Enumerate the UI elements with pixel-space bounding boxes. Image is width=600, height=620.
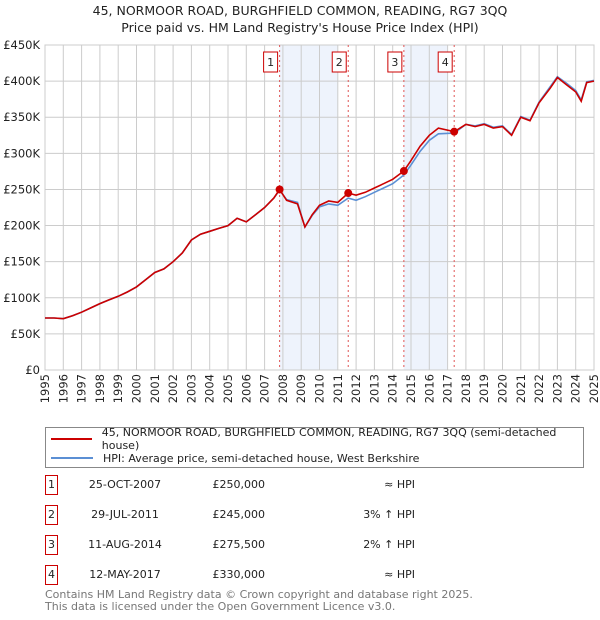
footer-licence: This data is licensed under the Open Gov… <box>45 600 396 613</box>
x-tick-label: 2022 <box>532 374 546 403</box>
legend-label: 45, NORMOOR ROAD, BURGHFIELD COMMON, REA… <box>101 426 557 452</box>
sale-label: 4 <box>442 56 449 69</box>
legend-item-property: 45, NORMOOR ROAD, BURGHFIELD COMMON, REA… <box>51 426 583 452</box>
transaction-date: 11-AUG-2014 <box>88 538 162 551</box>
y-tick-label: £200K <box>3 219 40 233</box>
sale-point <box>275 185 284 194</box>
transaction-price: £275,500 <box>212 538 266 551</box>
sale-point <box>399 167 408 176</box>
x-tick-label: 2010 <box>313 374 327 403</box>
legend-item-hpi: HPI: Average price, semi-detached house,… <box>51 450 419 466</box>
transaction-row: 2 29-JUL-2011 £245,000 3% ↑ HPI <box>45 505 445 525</box>
x-tick-label: 2005 <box>221 374 235 403</box>
y-tick-label: £0 <box>25 363 40 377</box>
y-tick-label: £350K <box>3 110 40 124</box>
x-tick-label: 2013 <box>367 374 381 403</box>
x-tick-label: 2025 <box>587 374 600 403</box>
shaded-period <box>279 45 338 370</box>
x-tick-label: 2009 <box>294 374 308 403</box>
sale-point <box>344 189 353 198</box>
x-tick-label: 1999 <box>111 374 125 403</box>
y-tick-label: £450K <box>3 38 40 52</box>
sale-label-box <box>387 51 403 73</box>
y-tick-label: £150K <box>3 255 40 269</box>
transaction-price: £330,000 <box>212 568 266 581</box>
x-tick-label: 2016 <box>422 374 436 403</box>
transaction-number-badge: 2 <box>45 505 58 525</box>
sale-label-box <box>437 51 453 73</box>
transaction-hpi-comparison: 3% ↑ HPI <box>363 508 415 521</box>
transaction-date: 12-MAY-2017 <box>89 568 161 581</box>
x-tick-label: 1996 <box>56 374 70 403</box>
sale-label-box <box>263 51 279 73</box>
x-tick-label: 2019 <box>477 374 491 403</box>
sale-label-box <box>331 51 347 73</box>
transaction-date: 29-JUL-2011 <box>91 508 159 521</box>
x-tick-label: 2017 <box>441 374 455 403</box>
footer-copyright: Contains HM Land Registry data © Crown c… <box>45 588 473 601</box>
y-tick-label: £100K <box>3 291 40 305</box>
x-tick-label: 2001 <box>148 374 162 403</box>
x-tick-label: 2020 <box>496 374 510 403</box>
transaction-price: £250,000 <box>212 478 266 491</box>
y-tick-label: £300K <box>3 146 40 160</box>
transaction-hpi-comparison: 2% ↑ HPI <box>363 538 415 551</box>
x-tick-label: 2014 <box>386 374 400 403</box>
x-tick-label: 2012 <box>349 374 363 403</box>
sale-point <box>450 127 459 136</box>
y-tick-label: £250K <box>3 182 40 196</box>
transaction-number-badge: 4 <box>45 565 58 585</box>
x-tick-label: 2002 <box>166 374 180 403</box>
sale-label: 1 <box>267 56 274 69</box>
shaded-period <box>403 45 448 370</box>
x-tick-label: 2024 <box>569 374 583 403</box>
x-tick-label: 2011 <box>331 374 345 403</box>
x-tick-label: 2018 <box>459 374 473 403</box>
chart-title: 45, NORMOOR ROAD, BURGHFIELD COMMON, REA… <box>92 3 508 18</box>
legend: 45, NORMOOR ROAD, BURGHFIELD COMMON, REA… <box>45 426 584 468</box>
transaction-number-badge: 1 <box>45 475 58 495</box>
transaction-row: 4 12-MAY-2017 £330,000 ≈ HPI <box>45 565 445 585</box>
y-tick-label: £400K <box>3 74 40 88</box>
transaction-price: £245,000 <box>212 508 266 521</box>
price-chart: 1995 1996 1997 1998 1999 2000 2001 2002 2003 2004… <box>3 38 600 403</box>
chart-subtitle: Price paid vs. HM Land Registry's House … <box>121 20 479 35</box>
x-tick-label: 2004 <box>203 374 217 403</box>
transaction-hpi-comparison: ≈ HPI <box>384 568 415 581</box>
x-tick-label: 2008 <box>276 374 290 403</box>
legend-label: HPI: Average price, semi-detached house,… <box>103 451 420 465</box>
x-tick-label: 2023 <box>550 374 564 403</box>
x-tick-label: 2021 <box>514 374 528 403</box>
plot-frame <box>44 44 595 371</box>
x-tick-label: 2007 <box>258 374 272 403</box>
transaction-number-badge: 3 <box>45 535 58 555</box>
x-tick-label: 2006 <box>239 374 253 403</box>
sale-label: 3 <box>391 56 398 69</box>
legend-red-line <box>51 438 92 440</box>
x-tick-label: 1995 <box>38 374 52 403</box>
x-tick-label: 2015 <box>404 374 418 403</box>
x-tick-label: 2003 <box>184 374 198 403</box>
x-tick-label: 1997 <box>75 374 89 403</box>
property-price-line <box>45 76 595 320</box>
transaction-hpi-comparison: ≈ HPI <box>384 478 415 491</box>
transaction-date: 25-OCT-2007 <box>88 478 162 491</box>
x-tick-label: 2000 <box>130 374 144 403</box>
transaction-row: 1 25-OCT-2007 £250,000 ≈ HPI <box>45 475 445 495</box>
legend-blue-line <box>51 457 93 459</box>
y-tick-label: £50K <box>11 327 41 341</box>
sale-label: 2 <box>336 56 343 69</box>
transaction-row: 3 11-AUG-2014 £275,500 2% ↑ HPI <box>45 535 445 555</box>
x-tick-label: 1998 <box>93 374 107 403</box>
